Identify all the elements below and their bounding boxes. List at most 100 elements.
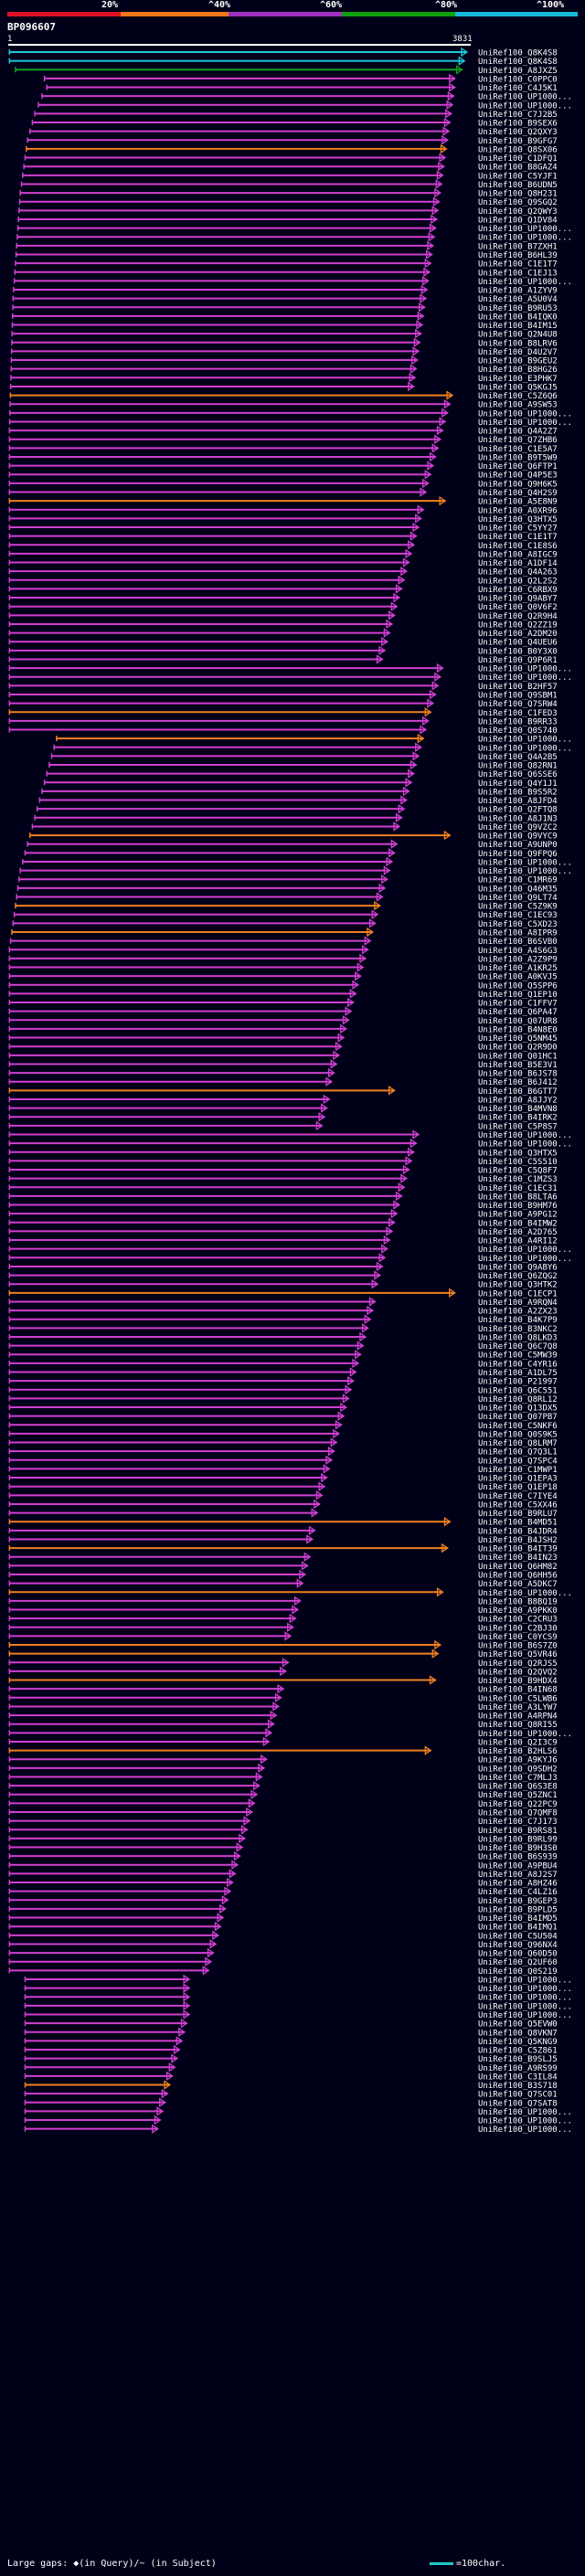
hit-label[interactable]: UniRef100_Q2FTQ8 [478,806,558,815]
hit-label[interactable]: UniRef100_Q4Y1J1 [478,779,558,789]
hit-row[interactable]: UniRef100_C5Z861 [24,2044,558,2056]
hit-label[interactable]: UniRef100_C5Z9K9 [478,903,558,912]
hit-row[interactable]: UniRef100_C5MW39 [8,1350,558,1361]
hit-label[interactable]: UniRef100_C1ECP1 [478,1289,558,1299]
hit-row[interactable]: UniRef100_C1MWP1 [8,1464,558,1475]
hit-label[interactable]: UniRef100_C5MW39 [478,1352,558,1361]
hit-label[interactable]: UniRef100_Q5SPP6 [478,981,558,991]
hit-label[interactable]: UniRef100_Q3HTK2 [478,1281,558,1290]
hit-row[interactable]: UniRef100_C7J2B5 [34,109,558,120]
hit-row[interactable]: UniRef100_B9GEP3 [8,1895,558,1906]
hit-label[interactable]: UniRef100_A8JJY2 [478,1096,558,1105]
hit-label[interactable]: UniRef100_Q1EPA3 [478,1475,558,1484]
hit-row[interactable]: UniRef100_Q4A263 [8,566,558,578]
hit-row[interactable]: UniRef100_B4IM15 [11,320,558,332]
hit-row[interactable]: UniRef100_Q9H6K5 [8,478,558,490]
hit-row[interactable]: UniRef100_Q6HH56 [8,1569,558,1581]
hit-row[interactable]: UniRef100_C1FED3 [8,707,558,718]
hit-label[interactable]: UniRef100_B8LRV6 [478,339,558,348]
hit-label[interactable]: UniRef100_C5Z861 [478,2047,558,2056]
hit-row[interactable]: UniRef100_C7IYE4 [8,1490,558,1501]
hit-row[interactable]: UniRef100_B6HL39 [15,249,558,260]
hit-row[interactable]: UniRef100_C5NKF6 [8,1420,558,1431]
hit-row[interactable]: UniRef100_Q5ZNC1 [8,1789,558,1801]
hit-row[interactable]: UniRef100_UP1000... [8,1138,572,1150]
hit-row[interactable]: UniRef100_Q6S3E8 [8,1780,558,1792]
hit-label[interactable]: UniRef100_A0XR96 [478,506,558,515]
hit-label[interactable]: UniRef100_UP1000... [478,744,572,753]
hit-label[interactable]: UniRef100_B2HF57 [478,683,558,692]
hit-row[interactable]: UniRef100_Q4P5E3 [8,470,558,481]
hit-row[interactable]: UniRef100_UP1000... [53,742,572,754]
hit-label[interactable]: UniRef100_C5P8S7 [478,1122,558,1131]
hit-row[interactable]: UniRef100_C5Q8F7 [8,1164,558,1176]
hit-row[interactable]: UniRef100_UP1000... [8,417,572,428]
hit-label[interactable]: UniRef100_C1MWP1 [478,1466,558,1475]
hit-label[interactable]: UniRef100_B9RR33 [478,717,558,726]
hit-label[interactable]: UniRef100_C1FFV7 [478,1000,558,1009]
hit-row[interactable]: UniRef100_C1DFQ1 [24,153,558,164]
hit-row[interactable]: UniRef100_Q4A2Z7 [8,425,558,437]
hit-label[interactable]: UniRef100_B9SLJ5 [478,2055,558,2064]
hit-row[interactable]: UniRef100_B3NKC2 [8,1323,558,1334]
hit-row[interactable]: UniRef100_UP1000... [24,2000,572,2012]
hit-row[interactable]: UniRef100_UP1000... [8,672,572,684]
hit-row[interactable]: UniRef100_B9RS81 [8,1825,558,1836]
hit-label[interactable]: UniRef100_C5YY27 [478,525,558,534]
hit-row[interactable]: UniRef100_Q6PA47 [8,1006,558,1018]
hit-row[interactable]: UniRef100_B6UDN5 [20,179,558,190]
hit-row[interactable]: UniRef100_B9H3S0 [8,1842,558,1854]
hit-row[interactable]: UniRef100_Q5SPP6 [8,980,558,991]
hit-label[interactable]: UniRef100_UP1000... [478,1589,572,1598]
hit-row[interactable]: UniRef100_Q1EP18 [8,1481,558,1493]
hit-row[interactable]: UniRef100_Q0S9K5 [8,1428,558,1440]
hit-row[interactable]: UniRef100_C5Z6Q6 [9,390,558,402]
hit-label[interactable]: UniRef100_C2CRU3 [478,1616,558,1625]
hit-row[interactable]: UniRef100_Q7QMF8 [8,1807,558,1818]
hit-label[interactable]: UniRef100_UP1000... [478,419,572,428]
hit-label[interactable]: UniRef100_B4K7P9 [478,1316,558,1325]
hit-label[interactable]: UniRef100_UP1000... [478,2108,572,2117]
hit-label[interactable]: UniRef100_Q6SSE6 [478,770,558,779]
hit-label[interactable]: UniRef100_Q9VYC9 [478,832,558,842]
hit-label[interactable]: UniRef100_C5XD23 [478,920,558,929]
hit-label[interactable]: UniRef100_B9RL99 [478,1835,558,1844]
hit-row[interactable]: UniRef100_Q7ZHB6 [8,434,558,446]
hit-label[interactable]: UniRef100_Q6FTP1 [478,462,558,472]
hit-row[interactable]: UniRef100_UP1000... [24,1983,572,1995]
hit-label[interactable]: UniRef100_Q1EP10 [478,991,558,1000]
hit-label[interactable]: UniRef100_A3LYW7 [478,1703,558,1712]
hit-row[interactable]: UniRef100_A4RI12 [8,1235,558,1246]
hit-row[interactable]: UniRef100_Q22PC9 [8,1798,558,1809]
hit-label[interactable]: UniRef100_Q8VKN7 [478,2029,558,2038]
hit-label[interactable]: UniRef100_A2ZX23 [478,1308,558,1317]
hit-row[interactable]: UniRef100_Q2I3C9 [8,1736,558,1748]
hit-row[interactable]: UniRef100_Q6ZQG2 [8,1270,558,1282]
hit-label[interactable]: UniRef100_C7MLJ3 [478,1774,558,1783]
hit-label[interactable]: UniRef100_Q13DX5 [478,1405,558,1414]
hit-row[interactable]: UniRef100_B4IN68 [8,1683,558,1695]
hit-label[interactable]: UniRef100_B4IT39 [478,1545,558,1554]
hit-row[interactable]: UniRef100_C5P8S7 [8,1120,558,1132]
hit-row[interactable]: UniRef100_Q8VKN7 [24,2027,558,2039]
hit-row[interactable]: UniRef100_Q46M35 [16,883,558,895]
hit-row[interactable]: UniRef100_A9RS99 [24,2062,558,2073]
hit-label[interactable]: UniRef100_UP1000... [478,1976,572,1985]
hit-row[interactable]: UniRef100_UP1000... [8,663,572,674]
hit-label[interactable]: UniRef100_B8HG26 [478,366,558,375]
hit-row[interactable]: UniRef100_Q9LT74 [16,892,558,903]
hit-label[interactable]: UniRef100_B4MVN8 [478,1105,558,1114]
hit-label[interactable]: UniRef100_C1EC93 [478,911,558,920]
hit-label[interactable]: UniRef100_A9KYJ6 [478,1756,558,1765]
hit-row[interactable]: UniRef100_Q9FPQ6 [24,848,558,859]
hit-row[interactable]: UniRef100_B6S7Z0 [8,1639,558,1651]
hit-row[interactable]: UniRef100_Q2L2S2 [8,575,558,587]
hit-row[interactable]: UniRef100_A8J2S7 [8,1869,558,1880]
hit-row[interactable]: UniRef100_C1ECP1 [8,1288,558,1299]
hit-label[interactable]: UniRef100_UP1000... [478,665,572,674]
hit-row[interactable]: UniRef100_Q07PB7 [8,1411,558,1423]
hit-label[interactable]: UniRef100_A0KVJ5 [478,973,558,982]
hit-row[interactable]: UniRef100_A1DL75 [8,1367,558,1379]
hit-label[interactable]: UniRef100_D4U2V7 [478,348,558,357]
hit-row[interactable]: UniRef100_P21997 [8,1375,558,1387]
